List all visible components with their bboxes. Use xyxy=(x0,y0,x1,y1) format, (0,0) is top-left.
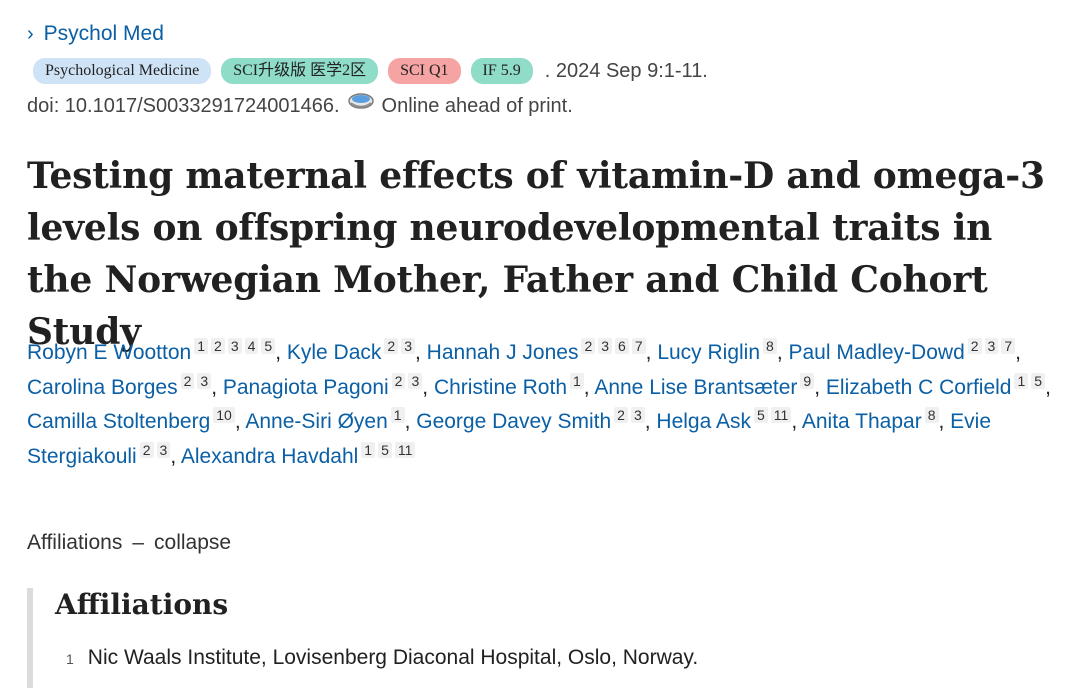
affiliation-link[interactable]: 2 xyxy=(967,338,982,354)
affiliation-link[interactable]: 1 xyxy=(570,372,584,389)
affiliation-link[interactable]: 8 xyxy=(924,407,939,424)
affiliation-text: Nic Waals Institute, Lovisenberg Diacona… xyxy=(87,646,699,669)
author-name[interactable]: George Davey Smith xyxy=(416,410,612,434)
affiliation-link[interactable]: 9 xyxy=(800,372,815,389)
affiliation-link[interactable]: 3 xyxy=(401,338,415,354)
author-name[interactable]: Evie Stergiakouli xyxy=(27,410,992,468)
author-name[interactable]: Christine Roth xyxy=(433,375,567,399)
affiliation-link[interactable]: 1 xyxy=(194,338,209,354)
publication-date: . 2024 Sep 9:1-11. xyxy=(544,59,708,82)
affiliation-link[interactable]: 2 xyxy=(211,338,225,354)
affiliation-link[interactable]: 4 xyxy=(244,338,259,354)
author-name[interactable]: Paul Madley-Dowd xyxy=(788,341,965,364)
affiliation-link[interactable]: 1 xyxy=(1014,372,1029,389)
author-name[interactable]: Helga Ask xyxy=(656,410,751,434)
doi-row: doi: 10.1017/S0033291724001466. Online a… xyxy=(27,92,573,118)
affiliation-link[interactable]: 7 xyxy=(631,338,646,354)
affiliation-number: 1 xyxy=(66,651,74,667)
affiliation-link[interactable]: 3 xyxy=(227,338,242,354)
affiliation-link[interactable]: 2 xyxy=(614,407,628,424)
chevron-right-icon: › xyxy=(27,22,34,45)
author-name[interactable]: Camilla Stoltenberg xyxy=(27,410,211,434)
affiliation-item: 1 Nic Waals Institute, Lovisenberg Diaco… xyxy=(66,646,698,670)
author-list: Robyn E Wootton 1 2 3 4 5, Kyle Dack 2 3, Hanna… xyxy=(27,338,1051,468)
collapse-link[interactable]: collapse xyxy=(154,531,232,554)
journal-name-badge[interactable]: Psychological Medicine xyxy=(33,58,212,84)
author-name[interactable]: Carolina Borges xyxy=(27,375,178,399)
journal-meta: Psychological Medicine SCI升级版 医学2区 SCI Q… xyxy=(33,58,708,84)
affiliations-toggle[interactable]: Affiliations – collapse xyxy=(27,531,231,555)
online-print-icon xyxy=(346,90,376,112)
affiliation-link[interactable]: 3 xyxy=(630,407,645,424)
affiliation-link[interactable]: 6 xyxy=(615,338,629,354)
author-name[interactable]: Elizabeth C Corfield xyxy=(825,375,1012,399)
journal-link[interactable]: › Psychol Med xyxy=(27,22,164,46)
article-title: Testing maternal effects of vitamin-D an… xyxy=(27,155,1045,353)
sci-quartile-badge[interactable]: SCI Q1 xyxy=(388,58,461,84)
affiliation-link[interactable]: 5 xyxy=(378,441,392,458)
affiliation-link[interactable]: 5 xyxy=(261,338,276,354)
affiliation-link[interactable]: 3 xyxy=(984,338,999,354)
affiliation-link[interactable]: 5 xyxy=(1031,372,1046,389)
author-name[interactable]: Lucy Riglin xyxy=(657,341,761,364)
affiliation-link[interactable]: 2 xyxy=(391,372,406,389)
impact-factor-badge[interactable]: IF 5.9 xyxy=(470,58,533,84)
author-name[interactable]: Anne Lise Brantsæter xyxy=(594,375,798,399)
affiliations-toggle-label: Affiliations xyxy=(27,531,123,554)
sci-category-badge[interactable]: SCI升级版 医学2区 xyxy=(221,58,379,84)
affiliation-link[interactable]: 2 xyxy=(581,338,596,354)
author-name[interactable]: Anne-Siri Øyen xyxy=(245,410,388,434)
affiliation-link[interactable]: 8 xyxy=(763,338,777,354)
affiliation-link[interactable]: 3 xyxy=(408,372,423,389)
affiliation-link[interactable]: 1 xyxy=(361,441,376,458)
affiliation-link[interactable]: 10 xyxy=(213,407,235,424)
affiliation-link[interactable]: 2 xyxy=(139,441,154,458)
author-name[interactable]: Panagiota Pagoni xyxy=(222,375,389,399)
dash-icon: – xyxy=(132,531,145,554)
affiliation-link[interactable]: 2 xyxy=(384,338,399,354)
author-name[interactable]: Alexandra Havdahl xyxy=(180,444,359,468)
affiliation-link[interactable]: 11 xyxy=(770,407,792,424)
affiliation-link[interactable]: 3 xyxy=(197,372,212,389)
affiliation-link[interactable]: 2 xyxy=(180,372,195,389)
author-name[interactable]: Robyn E Wootton xyxy=(27,341,192,364)
affiliation-link[interactable]: 5 xyxy=(753,407,768,424)
print-status: Online ahead of print. xyxy=(381,95,573,117)
affiliations-heading: Affiliations xyxy=(55,588,229,621)
doi-text: doi: 10.1017/S0033291724001466. xyxy=(27,95,340,117)
affiliation-link[interactable]: 7 xyxy=(1001,338,1016,354)
author-name[interactable]: Kyle Dack xyxy=(286,341,382,364)
affiliation-link[interactable]: 3 xyxy=(156,441,171,458)
journal-link-label: Psychol Med xyxy=(43,22,164,45)
author-name[interactable]: Anita Thapar xyxy=(801,410,922,434)
affiliation-link[interactable]: 11 xyxy=(394,441,416,458)
affiliation-link[interactable]: 1 xyxy=(390,407,405,424)
affiliations-panel: Affiliations 1 Nic Waals Institute, Lovi… xyxy=(27,588,1073,688)
affiliation-link[interactable]: 3 xyxy=(598,338,613,354)
author-name[interactable]: Hannah J Jones xyxy=(426,341,579,364)
